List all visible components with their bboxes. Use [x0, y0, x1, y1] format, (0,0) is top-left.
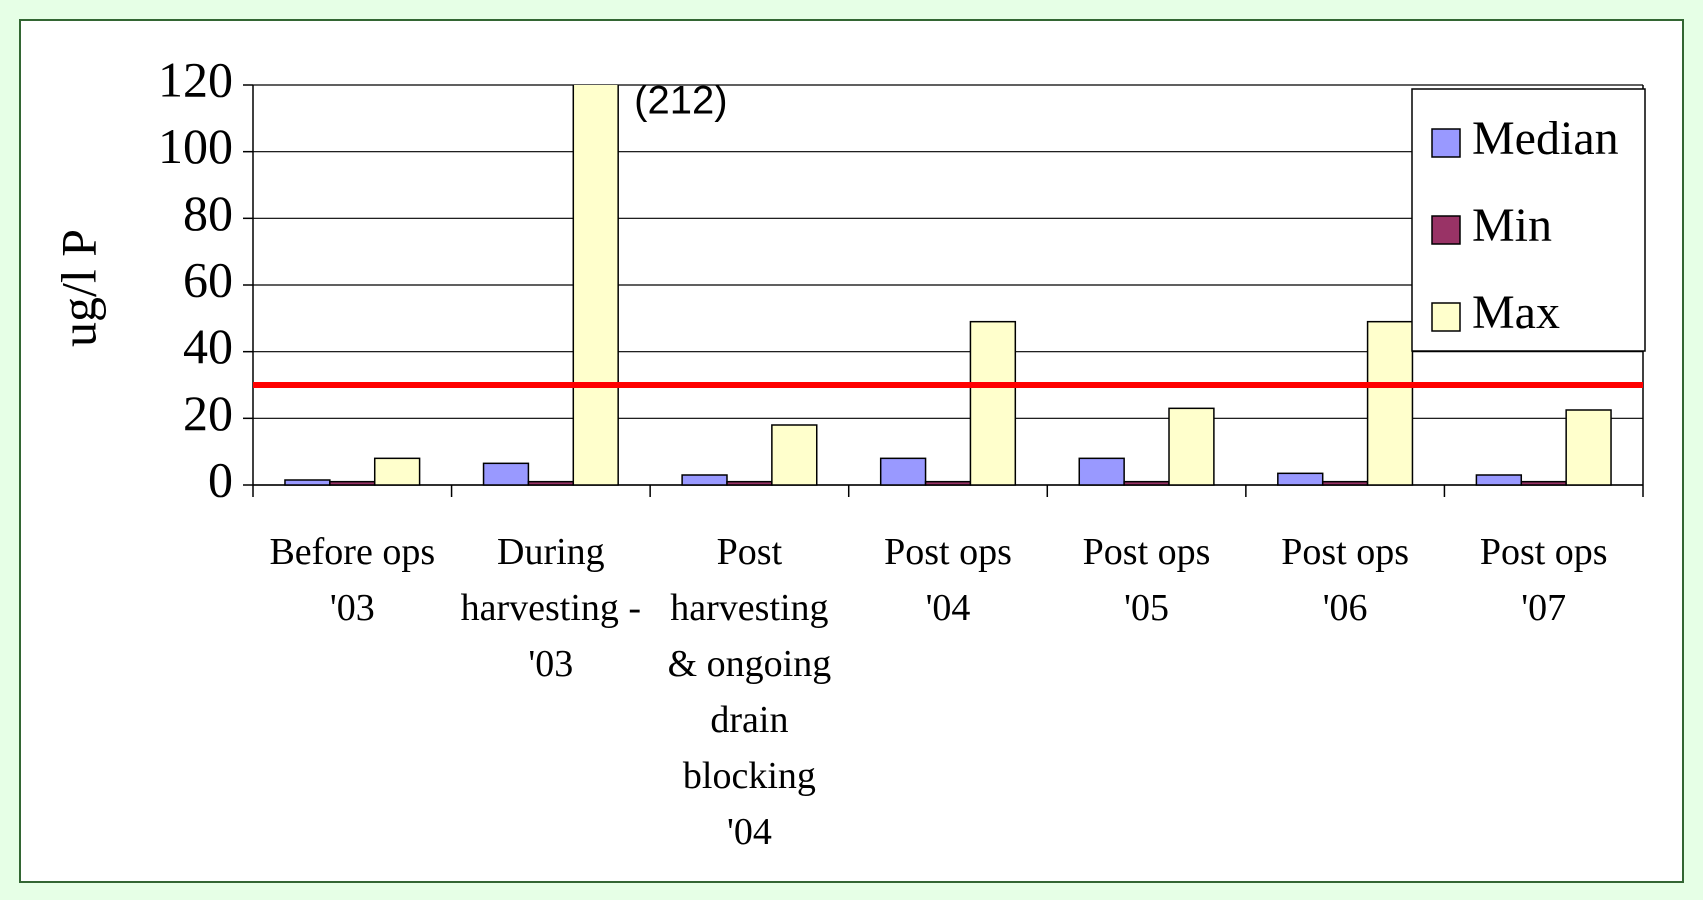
y-tick-label: 20 — [183, 385, 233, 441]
x-tick-label: During harvesting -'03 — [461, 531, 641, 685]
bar — [527, 480, 575, 486]
bars — [284, 85, 1612, 486]
legend-label: Median — [1472, 112, 1619, 165]
bar — [879, 457, 927, 486]
bar — [1366, 320, 1414, 486]
y-tick-label: 100 — [158, 118, 233, 174]
x-tick-label: Post ops '07 — [1480, 531, 1608, 629]
bar — [1321, 480, 1369, 486]
bar — [1078, 457, 1125, 486]
y-tick-label: 40 — [183, 318, 233, 374]
bar — [1123, 480, 1170, 486]
legend-swatch — [1431, 302, 1461, 332]
y-tick-label: 120 — [158, 51, 233, 107]
bar — [1565, 409, 1612, 486]
bar — [482, 462, 530, 486]
legend-swatch — [1431, 128, 1461, 158]
x-tick-label: Post harvesting & ongoing drain blocking '04 — [668, 531, 832, 853]
legend-label: Max — [1472, 286, 1560, 339]
bar — [924, 480, 972, 486]
bar — [771, 424, 818, 486]
y-axis-label: ug/l P — [50, 229, 106, 347]
bar — [726, 480, 773, 486]
bar — [284, 479, 331, 486]
bar — [1475, 474, 1523, 486]
bar — [373, 457, 421, 486]
x-tick-label: Before ops '03 — [269, 531, 435, 629]
y-tick-label: 80 — [183, 185, 233, 241]
legend-swatch — [1431, 215, 1461, 245]
legend-label: Min — [1472, 199, 1552, 252]
x-tick-label: Post ops '06 — [1281, 531, 1409, 629]
bar — [1277, 472, 1324, 486]
bar — [1168, 407, 1215, 486]
bar — [681, 474, 728, 486]
value-label: (212) — [634, 79, 727, 123]
x-tick-label: Post ops '05 — [1083, 531, 1211, 629]
bar — [1520, 480, 1567, 486]
bar — [572, 85, 619, 486]
x-tick-label: Post ops '04 — [884, 531, 1012, 629]
bar — [329, 480, 376, 486]
y-tick-label: 60 — [183, 251, 233, 307]
y-tick-label: 0 — [208, 451, 233, 507]
bar — [969, 320, 1017, 486]
